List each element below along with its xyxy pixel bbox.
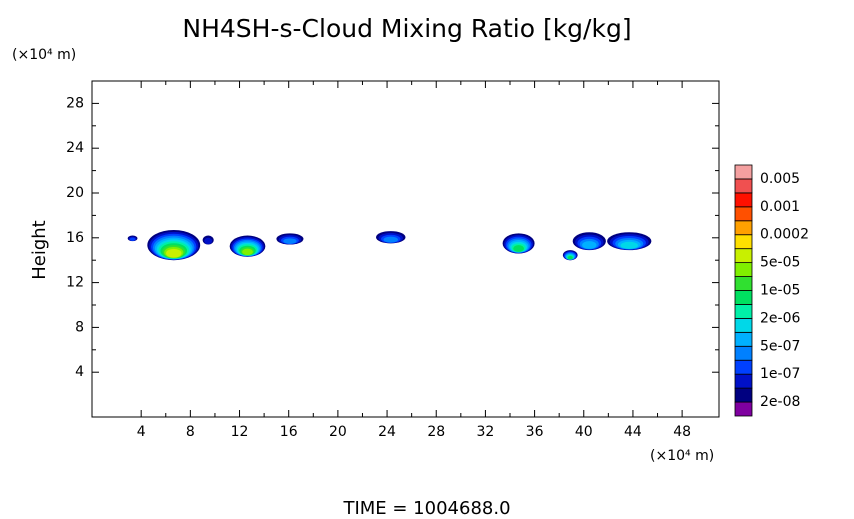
colorbar-box <box>734 317 753 333</box>
y-unit: (×10⁴ m) <box>12 47 76 63</box>
colorbar-box <box>734 178 753 194</box>
colorbar-box <box>734 373 753 389</box>
colorbar-box <box>734 262 753 277</box>
y-tick-label: 20 <box>66 185 84 201</box>
colorbar-box <box>734 331 753 347</box>
x-tick-label: 48 <box>673 424 691 440</box>
colorbar-label: 0.0002 <box>760 227 809 243</box>
colorbar-box <box>734 220 753 236</box>
x-tick-label: 24 <box>378 424 396 440</box>
colorbar-box <box>734 345 753 361</box>
x-tick-label: 44 <box>624 424 642 440</box>
x-tick-label: 36 <box>526 424 544 440</box>
cloud-region <box>567 256 573 260</box>
cloud-region <box>204 237 213 245</box>
colorbar-box <box>734 234 753 250</box>
cloud-region <box>166 248 182 258</box>
cloud-region <box>383 236 398 243</box>
cloud-region <box>283 238 297 244</box>
colorbar-box <box>734 164 753 180</box>
y-tick-label: 28 <box>66 95 84 111</box>
colorbar-box <box>734 276 753 291</box>
x-tick-label: 8 <box>186 424 195 440</box>
colorbar-label: 5e-05 <box>760 255 800 271</box>
x-unit: (×10⁴ m) <box>650 448 714 464</box>
y-tick-label: 24 <box>66 140 84 156</box>
colorbar-box <box>734 248 753 264</box>
x-tick-label: 16 <box>280 424 298 440</box>
x-tick-label: 28 <box>427 424 445 440</box>
colorbar-label: 5e-07 <box>760 338 800 354</box>
colorbar-label: 2e-08 <box>760 394 800 410</box>
x-tick-label: 40 <box>575 424 593 440</box>
cloud-region <box>582 241 597 249</box>
y-tick-label: 8 <box>75 319 84 335</box>
plot-frame <box>91 80 720 418</box>
y-tick-label: 12 <box>66 275 84 291</box>
footer: TIME = 1004688.0 <box>342 498 510 519</box>
cloud-region <box>129 237 136 241</box>
y-tick-label: 4 <box>75 364 84 380</box>
x-tick-label: 4 <box>137 424 146 440</box>
cloud-region <box>242 248 253 256</box>
cloud-region <box>620 241 638 249</box>
colorbar-box <box>734 290 753 305</box>
y-axis-label: Height <box>29 220 50 280</box>
colorbar-label: 1e-07 <box>760 366 800 382</box>
colorbar-label: 1e-05 <box>760 283 800 299</box>
colorbar-box <box>734 206 753 222</box>
x-tick-label: 32 <box>476 424 494 440</box>
colorbar-label: 0.005 <box>760 171 800 187</box>
x-tick-label: 12 <box>231 424 249 440</box>
colorbar-label: 0.001 <box>760 199 800 215</box>
colorbar-label: 2e-06 <box>760 310 800 326</box>
colorbar-box <box>734 359 753 375</box>
colorbar-box <box>734 304 753 319</box>
y-tick-label: 16 <box>66 230 84 246</box>
chart-title: NH4SH-s-Cloud Mixing Ratio [kg/kg] <box>182 14 631 43</box>
colorbar-box <box>734 192 753 208</box>
colorbar-box <box>734 401 753 417</box>
cloud-region <box>513 245 525 252</box>
colorbar-box <box>734 387 753 403</box>
x-tick-label: 20 <box>329 424 347 440</box>
